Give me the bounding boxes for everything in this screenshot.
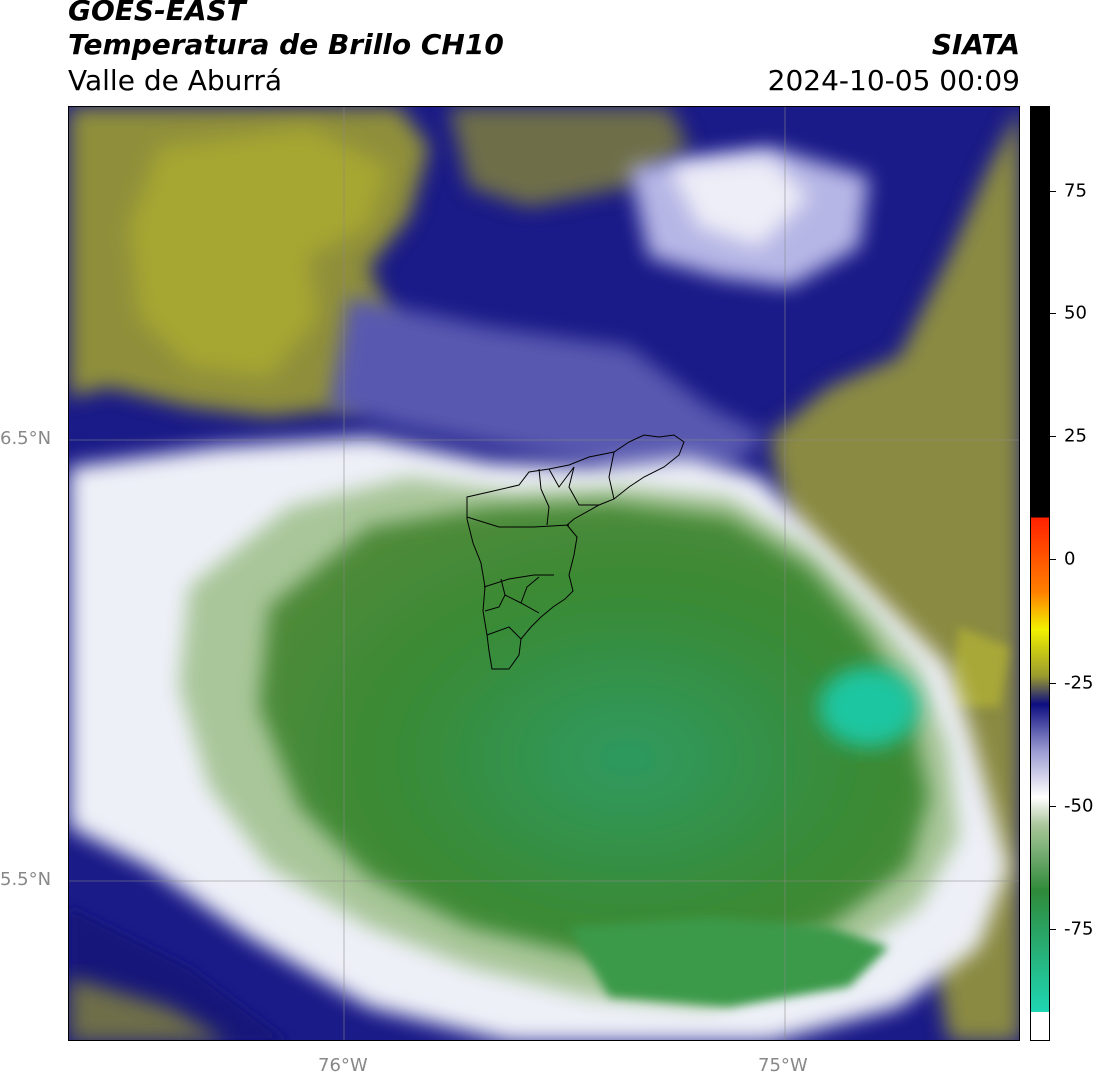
agency-label: SIATA bbox=[931, 28, 1020, 61]
temperature-colorbar bbox=[1030, 106, 1050, 1041]
brightness-temperature-field bbox=[69, 107, 1019, 1040]
colorbar-label-minus-25: -25 bbox=[1064, 672, 1094, 694]
satellite-title: GOES-EAST bbox=[68, 0, 246, 27]
colorbar-tick bbox=[1050, 929, 1056, 930]
colorbar-label-50: 50 bbox=[1064, 302, 1087, 324]
municipality-boundaries bbox=[466, 434, 685, 670]
colorbar-tick bbox=[1050, 191, 1056, 192]
region-label: Valle de Aburrá bbox=[68, 64, 283, 97]
colorbar-tick bbox=[1050, 559, 1056, 560]
colorbar-label-0: 0 bbox=[1064, 548, 1076, 570]
colorbar-tick bbox=[1050, 683, 1056, 684]
colorbar-tick bbox=[1050, 436, 1056, 437]
colorbar-tick bbox=[1050, 806, 1056, 807]
colorbar-label-25: 25 bbox=[1064, 425, 1087, 447]
product-title: Temperatura de Brillo CH10 bbox=[68, 28, 504, 61]
lat-label-6-5: 6.5°N bbox=[0, 428, 52, 449]
colorbar-label-minus-50: -50 bbox=[1064, 795, 1094, 817]
lon-label-75w: 75°W bbox=[758, 1055, 808, 1076]
colorbar-label-minus-75: -75 bbox=[1064, 918, 1094, 940]
lat-label-5-5: 5.5°N bbox=[0, 869, 52, 890]
lon-label-76w: 76°W bbox=[318, 1055, 368, 1076]
timestamp-label: 2024-10-05 00:09 bbox=[767, 64, 1020, 97]
colorbar-label-75: 75 bbox=[1064, 180, 1087, 202]
colorbar-tick bbox=[1050, 313, 1056, 314]
satellite-map bbox=[68, 106, 1020, 1041]
